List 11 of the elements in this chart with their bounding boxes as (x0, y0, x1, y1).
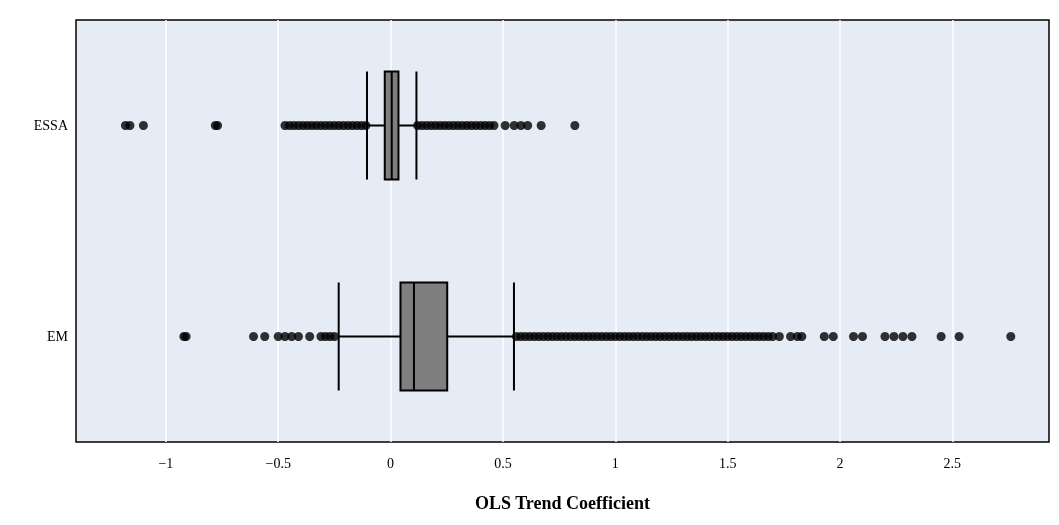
x-tick-label: 2 (836, 455, 844, 471)
x-tick-label: 2.5 (943, 455, 962, 471)
x-tick-label: −1 (158, 455, 174, 471)
x-tick-label: 0 (387, 455, 395, 471)
x-tick-label: −0.5 (265, 455, 291, 471)
x-tick-label: 1 (611, 455, 619, 471)
x-tick-label: 1.5 (718, 455, 737, 471)
y-tick-label: ESSA (33, 118, 69, 133)
x-tick-label: 0.5 (494, 455, 512, 471)
x-axis-title: OLS Trend Coefficient (475, 493, 650, 513)
y-tick-label: EM (47, 329, 69, 344)
